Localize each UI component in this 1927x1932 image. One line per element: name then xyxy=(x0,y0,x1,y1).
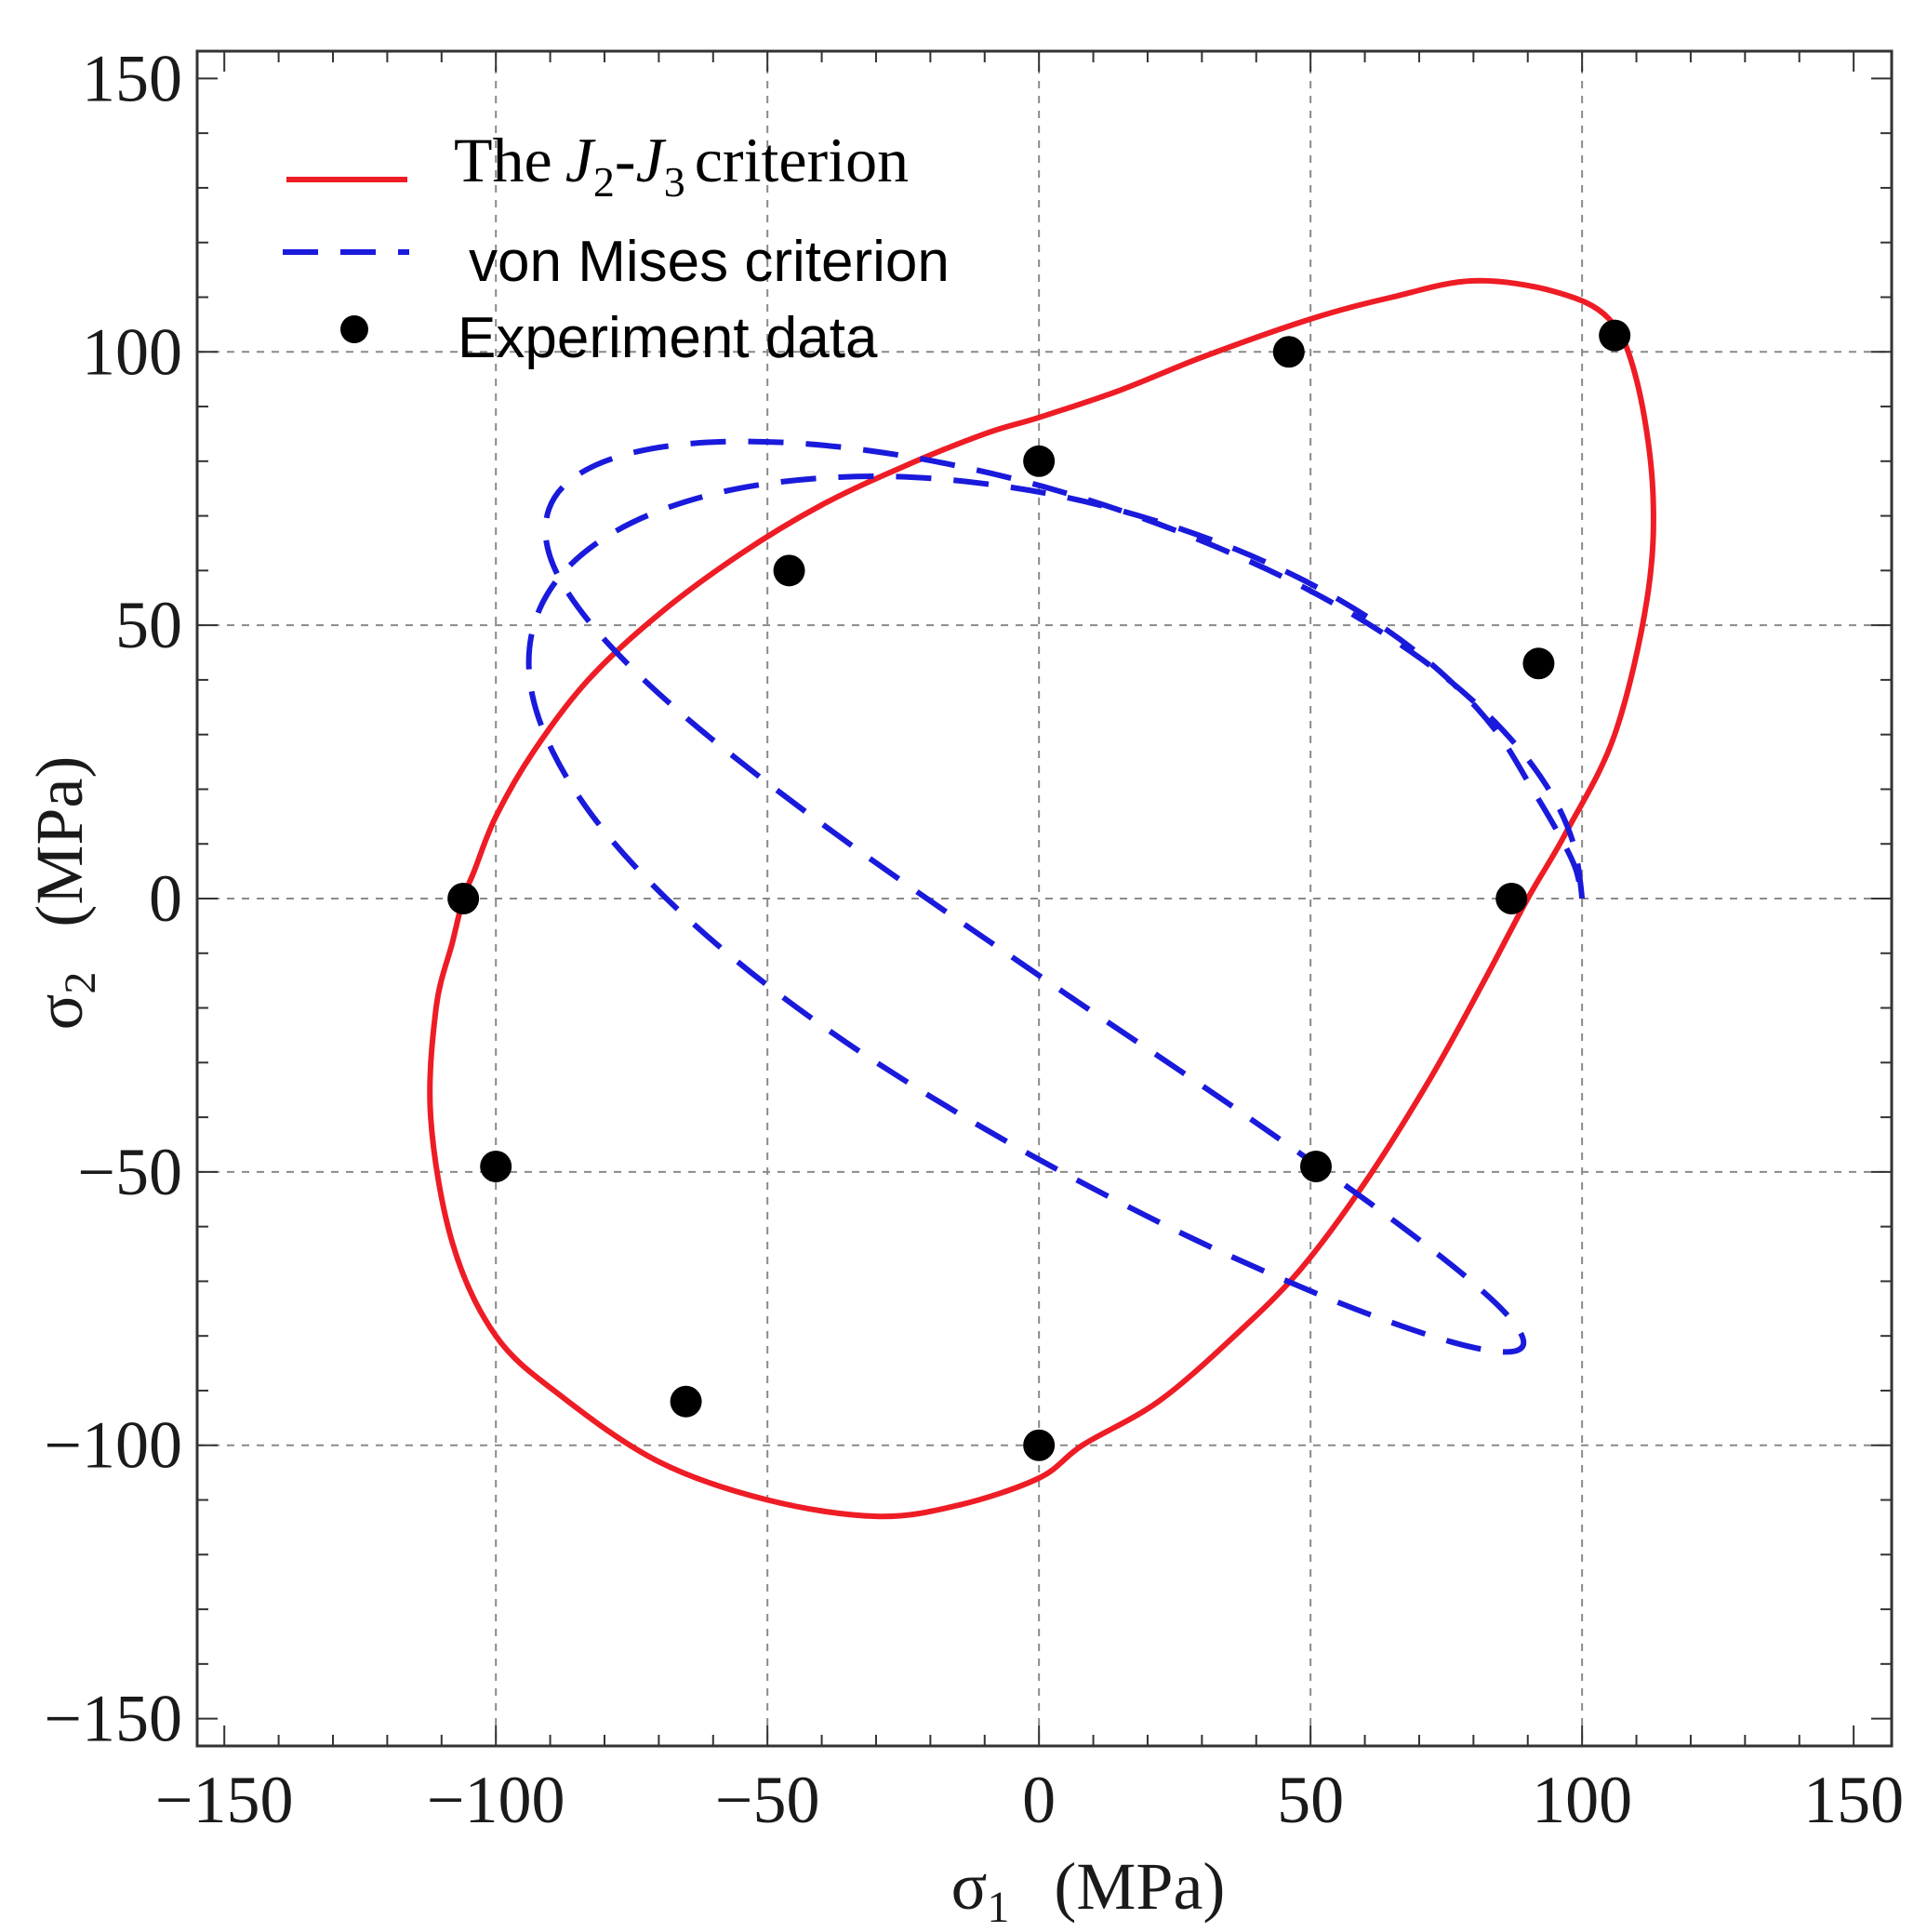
y-axis-symbol: σ xyxy=(22,994,97,1031)
curves xyxy=(427,277,1656,1520)
von-mises-criterion-curve xyxy=(525,438,1586,1355)
ticks xyxy=(197,51,1892,1746)
x-axis-subscript: 1 xyxy=(987,1883,1009,1927)
y-tick-label: −150 xyxy=(44,1682,182,1756)
experiment-data-point xyxy=(447,883,480,914)
x-tick-label: 100 xyxy=(1532,1763,1632,1837)
y-tick-label: 50 xyxy=(115,588,182,662)
x-tick-label: 50 xyxy=(1277,1763,1344,1837)
legend-mises-label: von Mises criterion xyxy=(469,230,950,294)
legend-experiment-marker xyxy=(340,315,368,343)
experiment-data-point xyxy=(1272,336,1305,368)
experiment-data-point xyxy=(1023,445,1056,477)
legend-experiment-label: Experiment data xyxy=(458,306,878,370)
tick-labels: −150 −100 −50 0 50 100 150 −150 −100 −50 0 50 100 150 xyxy=(44,41,1904,1837)
experiment-data-point xyxy=(480,1150,512,1182)
experiment-data-point xyxy=(1023,1429,1056,1461)
experiment-points xyxy=(447,319,1631,1461)
experiment-data-point xyxy=(1299,1150,1332,1182)
experiment-data-point xyxy=(1522,647,1555,680)
y-axis-label: σ2 (MPa) xyxy=(22,756,105,1031)
experiment-data-point xyxy=(773,554,805,587)
x-tick-label: 0 xyxy=(1022,1763,1056,1837)
x-tick-label: −50 xyxy=(715,1763,820,1837)
y-tick-label: 0 xyxy=(149,861,182,936)
y-axis-subscript: 2 xyxy=(56,972,105,994)
experiment-data-point xyxy=(670,1385,702,1418)
y-tick-label: 150 xyxy=(82,41,182,115)
experiment-data-point xyxy=(1599,319,1631,352)
legend: The J2-J3 criterion von Mises criterion Ex… xyxy=(283,125,950,370)
y-tick-label: 100 xyxy=(82,314,182,389)
x-axis-unit: (MPa) xyxy=(1054,1849,1225,1924)
x-tick-label: −100 xyxy=(427,1763,565,1837)
x-tick-label: 150 xyxy=(1803,1763,1904,1837)
x-axis-symbol: σ xyxy=(951,1849,988,1924)
x-tick-label: −150 xyxy=(155,1763,294,1837)
y-axis-unit: (MPa) xyxy=(22,756,97,927)
legend-j2j3-label: The J2-J3 criterion xyxy=(454,125,909,206)
experiment-data-point xyxy=(1495,883,1528,914)
y-tick-label: −50 xyxy=(77,1135,182,1209)
j2j3-criterion-curve xyxy=(427,277,1656,1520)
x-axis-label: σ1 (MPa) xyxy=(951,1849,1226,1927)
y-tick-label: −100 xyxy=(44,1408,182,1483)
